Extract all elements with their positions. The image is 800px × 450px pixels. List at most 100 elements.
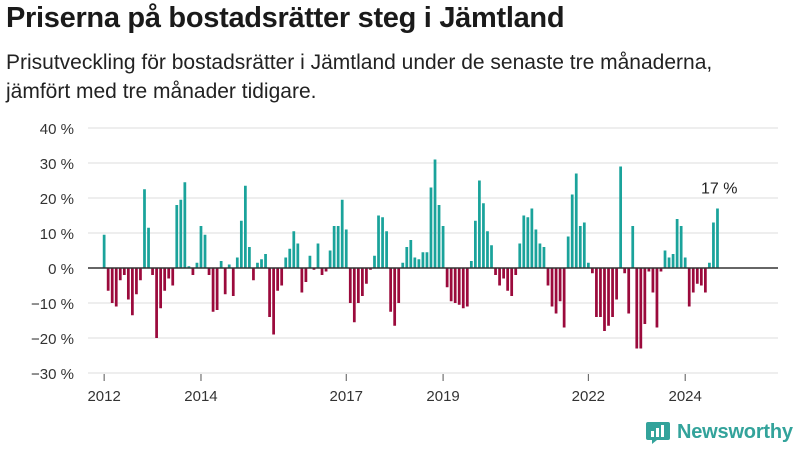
bar [401, 262, 405, 268]
bar [227, 264, 231, 268]
bar [651, 268, 655, 293]
bar [223, 268, 227, 295]
bar [219, 261, 223, 268]
bar [655, 268, 659, 328]
last-value-label: 17 % [701, 181, 737, 198]
bar [453, 268, 457, 303]
bar [199, 226, 203, 268]
bar [566, 236, 570, 268]
bar [703, 268, 707, 293]
bar [175, 205, 179, 268]
bar [518, 243, 522, 268]
bar [336, 226, 340, 268]
y-tick-label: 0 % [48, 261, 74, 278]
bar [695, 268, 699, 284]
bar [276, 268, 280, 291]
bar [457, 268, 461, 305]
bar [586, 262, 590, 268]
bar [591, 268, 594, 274]
bar [159, 268, 163, 309]
bar [623, 268, 627, 274]
bar [151, 268, 154, 275]
bar [647, 268, 651, 272]
bar [118, 268, 122, 281]
bar [288, 248, 292, 268]
bar [595, 268, 598, 317]
bar [712, 222, 715, 268]
bar [445, 268, 449, 288]
bar [284, 257, 288, 268]
bar [316, 243, 320, 268]
bar [344, 229, 348, 268]
bar [280, 268, 284, 286]
bar [373, 255, 376, 268]
bar [574, 173, 578, 268]
bar [506, 268, 510, 291]
bar [122, 268, 126, 275]
bar [102, 234, 106, 268]
bar [437, 205, 441, 268]
bar [332, 226, 336, 268]
bar [155, 268, 158, 338]
bar [433, 159, 437, 268]
bar [486, 231, 489, 268]
bar [679, 226, 683, 268]
bar [393, 268, 397, 326]
bar [300, 268, 304, 293]
bar [603, 268, 606, 331]
bar [195, 262, 199, 268]
bar [409, 240, 413, 268]
y-tick-label: −10 % [31, 296, 74, 313]
bar [114, 268, 118, 307]
bar [526, 217, 530, 268]
bar [135, 268, 138, 295]
bar [417, 259, 421, 268]
bar [356, 268, 360, 303]
x-tick-label: 2012 [87, 388, 120, 405]
bar [389, 268, 393, 312]
bar [348, 268, 352, 303]
bar [191, 268, 195, 275]
bar [554, 268, 558, 314]
bar [578, 226, 582, 268]
bar [328, 250, 332, 268]
bar [139, 268, 142, 281]
bar [510, 268, 514, 296]
bar [377, 215, 380, 268]
bar [361, 268, 364, 296]
bar [260, 259, 263, 268]
bar [243, 185, 247, 268]
bar [627, 268, 631, 314]
bar [167, 268, 171, 279]
bar [352, 268, 356, 323]
bar [441, 226, 445, 268]
bar [171, 268, 175, 286]
bar [667, 257, 671, 268]
bar [691, 268, 695, 293]
bar [514, 268, 518, 275]
bar [256, 262, 259, 268]
bar [643, 268, 647, 324]
bar [264, 254, 267, 268]
bar [340, 199, 344, 268]
bar [522, 215, 526, 268]
newsworthy-logo-icon [646, 422, 670, 444]
bar [211, 268, 215, 312]
brand-name: Newsworthy [677, 420, 793, 443]
bar [106, 268, 110, 291]
bar [671, 254, 675, 268]
bar [635, 268, 639, 349]
bar [607, 268, 610, 326]
brand-logo: Newsworthy [645, 419, 793, 445]
bar [248, 247, 251, 268]
x-tick-label: 2017 [330, 388, 363, 405]
bar [110, 268, 114, 303]
x-tick-label: 2024 [669, 388, 702, 405]
bar [147, 227, 150, 268]
bar [619, 166, 623, 268]
bar [461, 268, 465, 309]
bar [465, 268, 469, 307]
x-tick-label: 2019 [426, 388, 459, 405]
bar [494, 268, 497, 275]
